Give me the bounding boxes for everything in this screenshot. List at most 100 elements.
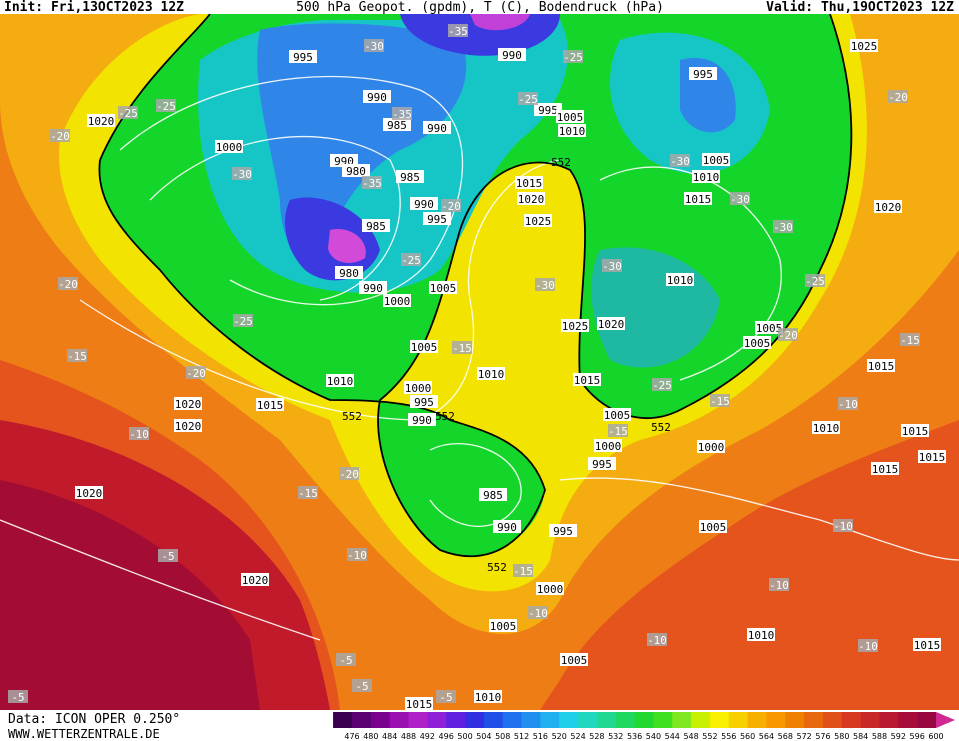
temperature-label-box xyxy=(778,328,798,341)
isobar-label-box xyxy=(702,153,730,166)
colorbar-label: 524 xyxy=(570,732,585,741)
temperature-label-box xyxy=(805,274,825,287)
colorbar-label: 564 xyxy=(759,732,774,741)
temperature-label: -5 xyxy=(161,550,174,563)
temperature-label-box xyxy=(652,378,672,391)
colorbar-swatch xyxy=(785,712,805,728)
colorbar-swatch xyxy=(483,712,504,728)
colorbar-label: 480 xyxy=(363,732,378,741)
isobar-label-box xyxy=(560,653,588,666)
temperature-label: -25 xyxy=(233,315,253,328)
contour-552 xyxy=(98,13,853,558)
isobar-label-box xyxy=(405,697,433,710)
isobar-label: 1015 xyxy=(406,698,433,711)
isobar-line xyxy=(559,477,959,561)
init-time: Init: Fri,13OCT2023 12Z xyxy=(4,0,184,15)
isobar-label-box xyxy=(429,281,457,294)
isobar-label-box xyxy=(603,408,631,421)
isobar-label-box xyxy=(396,170,424,183)
colorbar-swatch xyxy=(691,712,711,728)
header-bar xyxy=(0,0,959,14)
colorbar-label: 584 xyxy=(853,732,868,741)
colorbar-label: 476 xyxy=(344,732,359,741)
temperature-label: -5 xyxy=(339,654,352,667)
colorbar-label: 520 xyxy=(552,732,567,741)
isobar-label-box xyxy=(362,219,390,232)
isobar-label: 1000 xyxy=(537,583,564,596)
temperature-label-box xyxy=(773,220,793,233)
site-name: WWW.WETTERZENTRALE.DE xyxy=(8,727,160,741)
isobar-line xyxy=(599,166,782,381)
colorbar-label: 492 xyxy=(420,732,435,741)
temperature-label-box xyxy=(535,278,555,291)
temperature-label: -20 xyxy=(58,278,78,291)
temperature-label-box xyxy=(233,314,253,327)
height-label: 552 xyxy=(551,156,571,169)
temperature-label-box xyxy=(518,92,538,105)
height-label: 552 xyxy=(435,410,455,423)
temperature-label-box xyxy=(186,366,206,379)
temperature-label-box xyxy=(448,24,468,37)
colorbar-arrow-right xyxy=(936,712,955,728)
isobar-label: 1015 xyxy=(868,360,895,373)
colorbar-swatch xyxy=(822,712,843,728)
temperature-label: -10 xyxy=(528,607,548,620)
isobar-label: 995 xyxy=(538,104,558,117)
isobar-label: 1010 xyxy=(559,125,586,138)
temperature-label-box xyxy=(347,548,367,561)
isobar-label: 1020 xyxy=(88,115,115,128)
colorbar-swatch xyxy=(333,712,352,728)
temperature-label: -15 xyxy=(298,487,318,500)
temperature-label-box xyxy=(156,99,176,112)
isobar-label-box xyxy=(75,486,103,499)
temperature-label-box xyxy=(8,690,28,703)
temperature-label-box xyxy=(401,253,421,266)
colorbar-swatch xyxy=(559,712,579,728)
field xyxy=(0,14,959,710)
isobar-label: 1005 xyxy=(744,337,771,350)
colorbar-label: 532 xyxy=(608,732,623,741)
temperature-label-box xyxy=(129,427,149,440)
colorbar-swatch xyxy=(596,712,617,728)
isobar-label-box xyxy=(588,457,616,470)
isobar-label-box xyxy=(755,321,783,334)
temperature-label: -10 xyxy=(347,549,367,562)
colorbar-label: 544 xyxy=(665,732,680,741)
height-label: 552 xyxy=(342,410,362,423)
colorbar-swatch xyxy=(898,712,918,728)
isobar-label: 1015 xyxy=(919,451,946,464)
temperature-label: -10 xyxy=(647,634,667,647)
colorbar-swatch xyxy=(728,712,749,728)
isobar-label: 990 xyxy=(427,122,447,135)
temperature-label: -30 xyxy=(232,168,252,181)
colorbar-swatch xyxy=(709,712,730,728)
isobar-label-box xyxy=(536,582,564,595)
temperature-label: -30 xyxy=(364,40,384,53)
isobar-label: 1010 xyxy=(813,422,840,435)
height-label: 552 xyxy=(487,561,507,574)
isobar-label-box xyxy=(597,317,625,330)
isobar-line xyxy=(0,519,321,641)
temperature-label-box xyxy=(118,106,138,119)
temperature-label: -15 xyxy=(900,334,920,347)
temperature-label-box xyxy=(392,107,412,120)
colorbar-label: 572 xyxy=(796,732,811,741)
colorbar-swatch xyxy=(408,712,428,728)
temperature-label-box xyxy=(232,167,252,180)
temperature-label: -15 xyxy=(67,350,87,363)
temperature-label: -15 xyxy=(452,342,472,355)
temperature-label: -25 xyxy=(563,51,583,64)
isobar-label: 1005 xyxy=(490,620,517,633)
temperature-label-box xyxy=(58,277,78,290)
temperature-label-box xyxy=(563,50,583,63)
isobar-label-box xyxy=(241,573,269,586)
isobar-label: 990 xyxy=(363,282,383,295)
temperature-label-box xyxy=(352,679,372,692)
height-label: 552 xyxy=(651,421,671,434)
colorbar-label: 552 xyxy=(702,732,717,741)
field-low-north-core xyxy=(470,14,530,31)
temperature-label-box xyxy=(436,690,456,703)
colorbar-swatch xyxy=(841,712,862,728)
isobar-label: 1020 xyxy=(175,420,202,433)
temperature-label: -30 xyxy=(730,193,750,206)
